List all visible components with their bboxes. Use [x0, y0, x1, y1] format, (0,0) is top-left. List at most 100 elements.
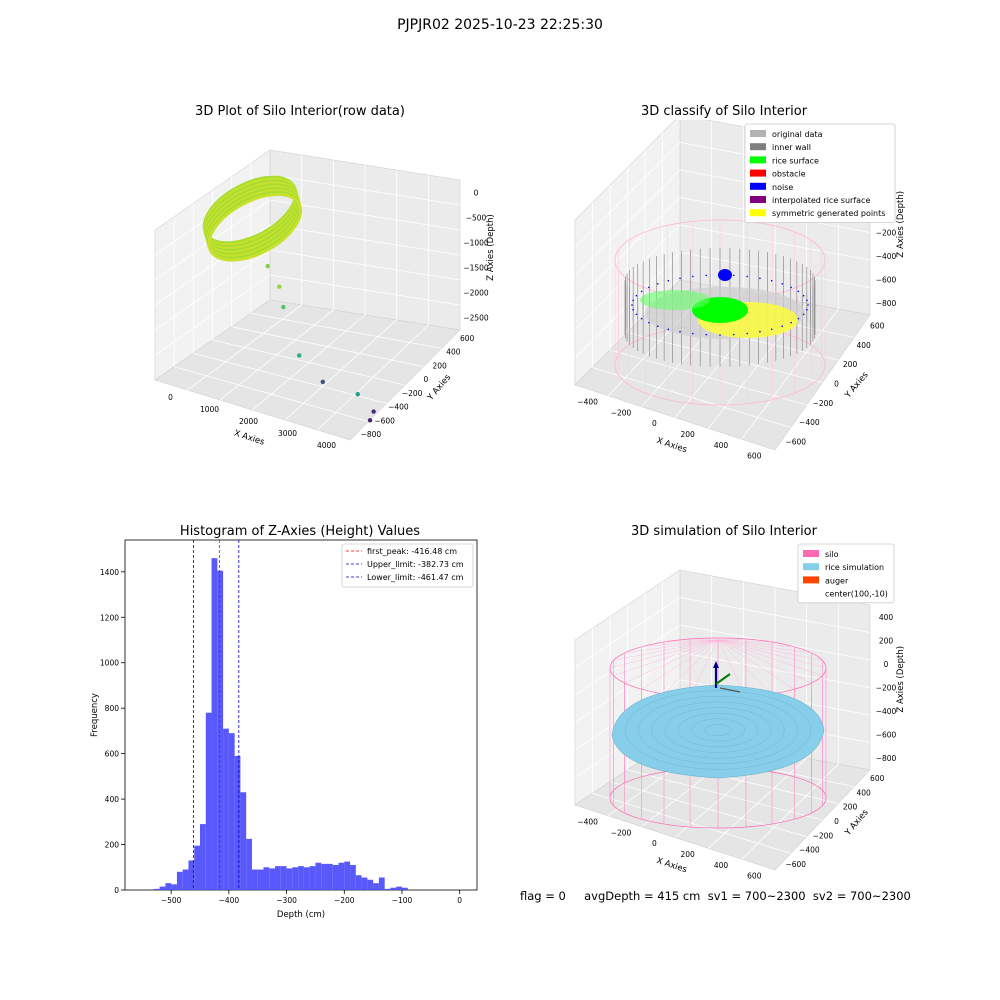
panel3-x-tick-label: 0: [457, 896, 462, 905]
panel2-noise: [719, 274, 721, 276]
panel1-data-point: [297, 353, 302, 358]
panel3-legend-label: first_peak: -416.48 cm: [367, 547, 457, 556]
panel4-rice-mesh: [651, 701, 785, 759]
panel2-title: 3D classify of Silo Interior: [640, 104, 808, 119]
panel2-noise: [797, 317, 800, 320]
panel3-y-tick-label: 1400: [100, 568, 119, 577]
panel2-noise: [667, 328, 670, 331]
panel3-histogram-bar: [344, 861, 351, 890]
panel3-plot-area: [124, 539, 478, 891]
panel1-z-tick-label: −2000: [463, 289, 489, 298]
panel2-noise: [732, 333, 735, 336]
panel4-silo-roof-line: [717, 639, 795, 690]
panel1-x-tick-label: 4000: [317, 441, 336, 450]
panel4-x-tick-label: −200: [611, 828, 632, 837]
panel2-noise: [648, 321, 650, 324]
panel4-y-tick-label: 600: [870, 774, 885, 783]
panel3-histogram-bar: [165, 883, 172, 890]
panel1-x-tick-label: 1000: [200, 405, 219, 414]
panel1-ring-cluster: [207, 192, 303, 262]
panel2-z-tick-label: −200: [876, 229, 897, 238]
panel3-histogram-bar: [367, 879, 374, 890]
panel2-noise: [746, 332, 748, 335]
panel2-legend: [744, 123, 896, 223]
panel1-z-tick-label: −2500: [463, 314, 489, 323]
panel4-y-tick-label: −600: [785, 860, 806, 869]
panel4-legend-label: silo: [825, 550, 839, 559]
panel2-noise: [648, 286, 650, 289]
panel2-noise: [770, 279, 773, 282]
panel1-y-tick-label: −800: [361, 430, 382, 439]
panel4-silo-roof-line: [624, 639, 719, 684]
panel4-silo-roof-line: [613, 639, 719, 676]
panel4-silo-roof-line: [717, 638, 746, 641]
panel4-z-tick-label: −800: [876, 754, 897, 763]
figure-title: PJPJR02 2025-10-23 22:25:30: [397, 17, 603, 33]
panel3-histogram-bar: [292, 867, 299, 890]
panel2-noise: [632, 299, 634, 302]
panel3-histogram-bar: [355, 875, 362, 890]
panel4-x-tick-label: 600: [747, 872, 762, 880]
panel2-noise: [656, 325, 659, 328]
panel4-z-tick-label: −400: [876, 707, 897, 716]
panel4-auger-arrow: [713, 661, 719, 668]
panel2-legend-label: symmetric generated points: [772, 209, 885, 218]
panel2-x-tick-label: 200: [681, 430, 696, 439]
panel4-silo-roof-line: [624, 639, 719, 654]
panel2-noise: [732, 274, 735, 277]
panel2-noise: [718, 269, 732, 281]
panel4-y-axis-label: Y Axies: [843, 807, 871, 838]
panel4-rice-mesh: [704, 724, 732, 736]
panel3-legend-label: Lower_limit: -461.47 cm: [367, 573, 464, 582]
panel3-x-axis-label: Depth (cm): [277, 910, 325, 920]
panel2-legend-label: rice surface: [772, 156, 819, 165]
panel1-gridline: [269, 174, 461, 206]
panel4-z-tick-label: 0: [884, 660, 889, 669]
panel4-y-tick-label: −400: [799, 846, 820, 855]
panel2-noise: [797, 290, 800, 293]
panel1-y-tick-label: −200: [402, 389, 423, 398]
panel4-rice-mesh: [678, 712, 758, 748]
panel3-histogram-bar: [361, 877, 368, 890]
panel3-y-tick-label: 600: [105, 750, 120, 759]
panel3-histogram-bar: [171, 884, 177, 890]
panel3-x-tick-label: −500: [161, 896, 182, 905]
panel3-x-tick-label: −100: [392, 896, 413, 905]
panel3-histogram-bar: [159, 886, 166, 890]
panel2-legend-swatch: [750, 196, 766, 203]
panel1-x-tick-label: 3000: [278, 429, 297, 438]
panel3-histogram-bar: [211, 558, 218, 890]
panel3-y-tick-label: 0: [114, 886, 119, 895]
panel4-y-tick-label: 0: [834, 817, 839, 826]
panel4-y-tick-label: −200: [813, 831, 834, 840]
panel1-z-tick-label: −1000: [463, 239, 489, 248]
panel4-z-tick-label: −600: [876, 731, 897, 740]
panel2-legend-swatch: [750, 143, 766, 151]
panel2-gridline: [574, 142, 681, 248]
panel1-data-point: [265, 263, 270, 269]
panel2-y-tick-label: −200: [813, 399, 834, 408]
panel2-noise: [635, 313, 638, 316]
panel3-histogram-bar: [176, 871, 183, 890]
panel3-histogram-bar: [390, 887, 397, 890]
panel1-data-point: [367, 418, 373, 423]
panel4-legend-swatch: [803, 563, 819, 571]
panel2-noise: [807, 304, 809, 306]
panel1-title: 3D Plot of Silo Interior(row data): [195, 104, 405, 119]
panel4-silo-roof-line: [690, 638, 719, 641]
panel2-noise: [679, 277, 681, 280]
panel2-noise: [719, 334, 721, 336]
panel3-y-tick-label: 200: [105, 841, 120, 850]
panel2-noise: [790, 286, 792, 289]
panel3-y-tick-label: 800: [105, 704, 120, 713]
panel2-classify-3d: −400 −200 0 200 400 600 600 400 200 0 −200 −400 −600…: [574, 120, 906, 460]
panel2-noise: [635, 294, 638, 297]
panel4-gridline: [574, 597, 681, 668]
panel1-x-tick-label: 0: [168, 393, 173, 402]
panel1-y-axis-label: Y Axies: [425, 372, 453, 403]
panel4-silo-roof-line: [717, 639, 773, 643]
panel3-histogram-bar: [280, 866, 287, 890]
panel2-z-tick-label: −400: [876, 252, 897, 261]
panel2-noise: [781, 325, 784, 328]
panel4-auger-arm: [715, 673, 731, 685]
